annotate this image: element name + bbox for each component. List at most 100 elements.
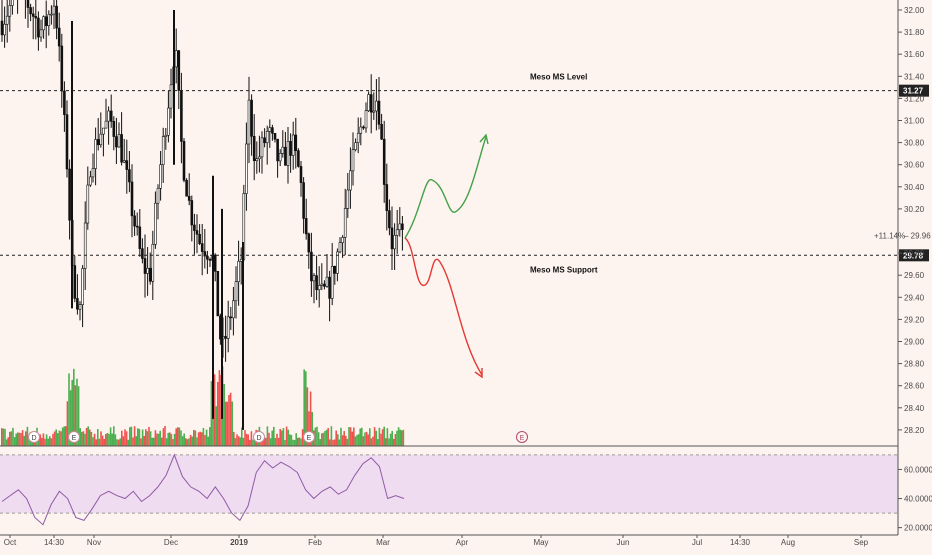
candle-body bbox=[401, 223, 404, 230]
volume-bar bbox=[145, 429, 147, 446]
bullish-projection[interactable] bbox=[404, 136, 487, 239]
volume-bar bbox=[172, 439, 174, 446]
volume-bar bbox=[204, 434, 206, 446]
price-tick-label: 30.80 bbox=[904, 139, 925, 148]
volume-bar bbox=[359, 428, 361, 446]
price-tick-label: 28.80 bbox=[904, 360, 925, 369]
candle-body bbox=[315, 275, 318, 291]
rsi-tick-label: 40.0000 bbox=[904, 495, 932, 504]
candle-body bbox=[297, 150, 300, 167]
time-tick-label: Oct bbox=[4, 538, 17, 547]
volume-bar bbox=[169, 432, 171, 446]
candle-body bbox=[367, 94, 370, 112]
candle-body bbox=[312, 275, 316, 282]
volume-bar bbox=[217, 381, 219, 446]
volume-bar bbox=[234, 438, 237, 446]
event-marker[interactable] bbox=[303, 431, 315, 443]
candle-body bbox=[395, 229, 399, 236]
candle-body bbox=[94, 139, 97, 169]
volume-bar bbox=[191, 436, 193, 446]
volume-bar bbox=[233, 431, 235, 446]
volume-bar bbox=[236, 434, 238, 446]
volume-bar bbox=[137, 428, 139, 446]
volume-bar bbox=[133, 426, 136, 446]
event-marker[interactable] bbox=[68, 431, 80, 443]
volume-bar bbox=[319, 439, 321, 446]
bearish-projection[interactable] bbox=[404, 237, 483, 376]
candle-body bbox=[81, 268, 84, 305]
candle-body bbox=[133, 215, 136, 227]
volume-bar bbox=[391, 430, 393, 446]
volume-bar bbox=[306, 387, 309, 446]
candle-body bbox=[42, 16, 45, 31]
level-badge bbox=[899, 249, 929, 262]
price-tick-label: 31.80 bbox=[904, 28, 925, 37]
volume-bar bbox=[164, 426, 166, 446]
volume-bar bbox=[55, 429, 57, 446]
volume-bar bbox=[103, 438, 105, 446]
time-tick-label: Apr bbox=[456, 538, 469, 547]
volume-bar bbox=[42, 433, 45, 446]
candle-body bbox=[239, 258, 243, 262]
price-tick-label: 28.20 bbox=[904, 426, 925, 435]
candle-body bbox=[310, 251, 313, 282]
candle-body bbox=[47, 14, 51, 26]
candle-body bbox=[304, 218, 308, 235]
volume-bar bbox=[207, 436, 209, 446]
candlesticks bbox=[0, 0, 404, 430]
candle-body bbox=[294, 134, 298, 151]
volume-bar bbox=[349, 427, 352, 446]
volume-bar bbox=[5, 439, 8, 446]
candle-body bbox=[117, 134, 121, 148]
volume-bar bbox=[242, 437, 245, 446]
candle-body bbox=[276, 138, 279, 162]
level-label: Meso MS Level bbox=[530, 73, 587, 82]
candle-body bbox=[359, 126, 363, 134]
volume-bar bbox=[90, 432, 93, 446]
volume-bar bbox=[9, 431, 11, 446]
candle-body bbox=[286, 141, 290, 166]
event-marker[interactable] bbox=[253, 431, 265, 443]
volume-bar bbox=[273, 426, 275, 446]
candle-body bbox=[271, 127, 274, 134]
volume-bar bbox=[309, 391, 312, 446]
volume-bar bbox=[205, 429, 208, 446]
candle-body bbox=[203, 251, 207, 257]
time-tick-label: 2019 bbox=[230, 538, 248, 547]
volume-bar bbox=[237, 436, 240, 446]
candle-body bbox=[128, 169, 131, 183]
volume-bar bbox=[100, 431, 102, 446]
candle-body bbox=[346, 189, 350, 209]
volume-bar bbox=[28, 435, 30, 446]
volume-bar bbox=[87, 426, 89, 446]
volume-bar bbox=[47, 438, 49, 446]
volume-bar bbox=[300, 438, 302, 446]
volume-bar bbox=[386, 428, 389, 446]
candle-body bbox=[130, 181, 134, 217]
candle-body bbox=[8, 5, 12, 17]
volume-bar bbox=[308, 411, 310, 446]
volume-bar bbox=[333, 439, 336, 446]
volume-bar bbox=[383, 426, 385, 446]
volume-bar bbox=[276, 433, 278, 446]
candle-body bbox=[169, 84, 173, 109]
volume-bar bbox=[2, 428, 5, 446]
volume-bar bbox=[141, 429, 144, 446]
candle-body bbox=[99, 133, 103, 146]
event-marker[interactable] bbox=[28, 431, 40, 443]
candle-body bbox=[200, 243, 204, 252]
candle-body bbox=[320, 283, 324, 286]
time-tick-label: May bbox=[533, 538, 548, 547]
candle-body bbox=[198, 233, 201, 244]
candle-body bbox=[180, 90, 183, 142]
volume-bar bbox=[245, 433, 248, 446]
volume-bar bbox=[125, 431, 128, 446]
volume-bar bbox=[274, 437, 277, 446]
volume-bar bbox=[132, 437, 134, 446]
candle-body bbox=[135, 225, 139, 228]
volume-bar bbox=[225, 401, 227, 446]
event-marker[interactable] bbox=[516, 431, 528, 443]
volume-bar bbox=[39, 434, 41, 446]
